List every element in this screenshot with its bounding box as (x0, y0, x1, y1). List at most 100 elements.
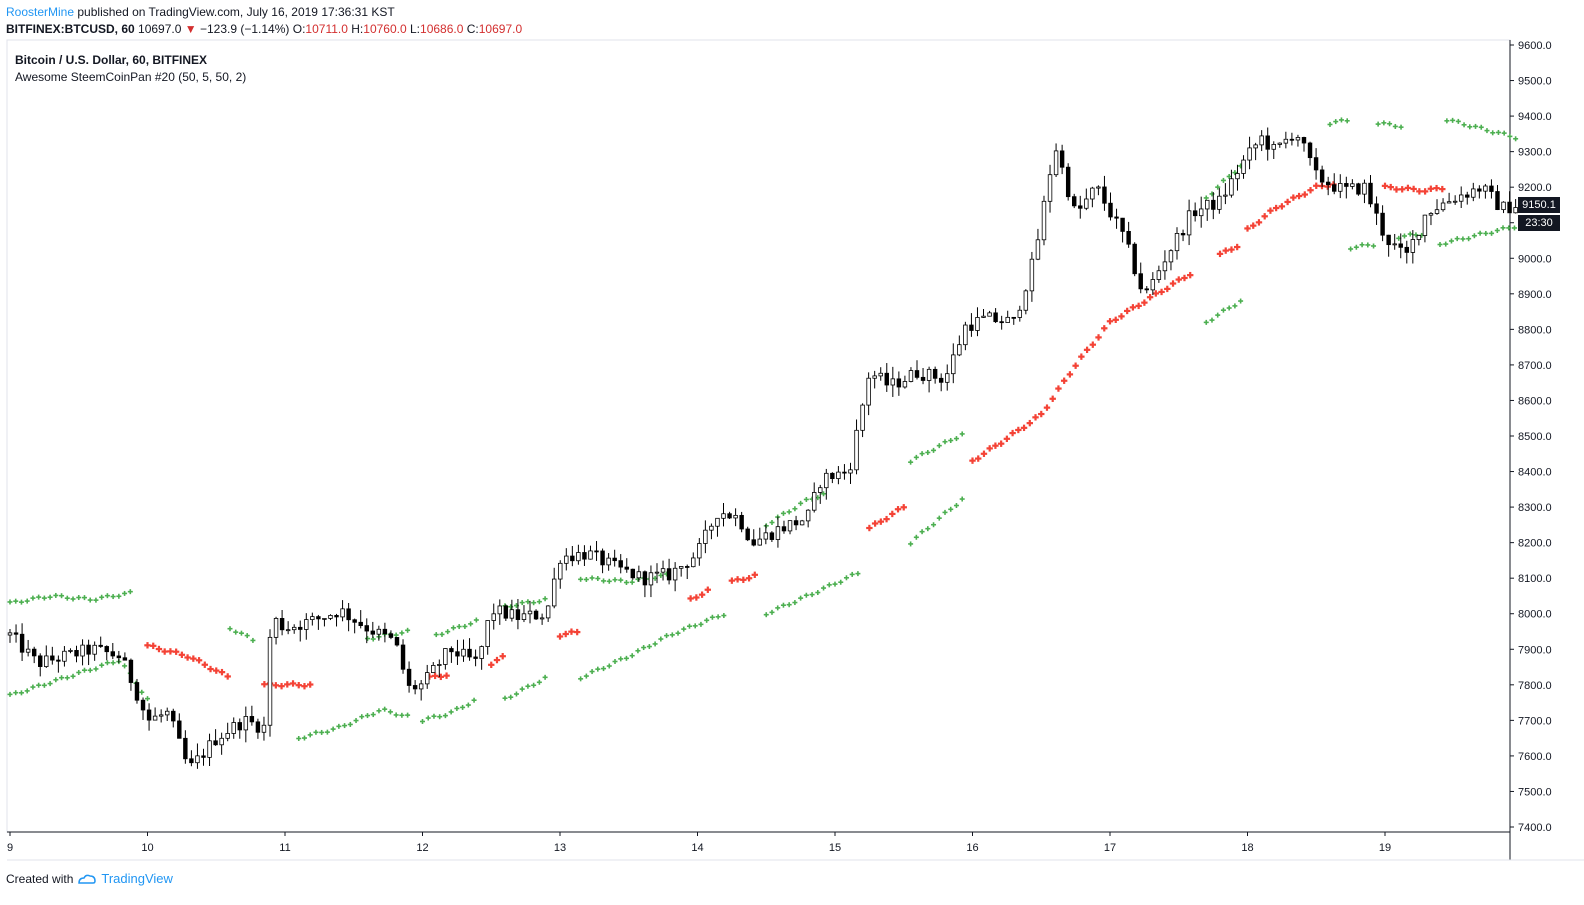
candle (467, 638, 472, 661)
indicator-cross-red (1267, 207, 1274, 214)
indicator-cross-red (1118, 313, 1125, 320)
indicator-cross-green (692, 623, 698, 629)
candle (509, 599, 515, 622)
candle (914, 360, 920, 380)
indicator-cross-green (913, 534, 919, 540)
candle (86, 639, 91, 666)
candle (938, 373, 944, 392)
candle (1035, 228, 1041, 261)
indicator-cross-green (792, 506, 798, 512)
indicator-cross-green (53, 677, 59, 683)
indicator-cross-green (387, 709, 393, 715)
candle (727, 511, 732, 520)
indicator-cross-green (405, 712, 411, 718)
candle (1283, 131, 1289, 149)
indicator-cross-red (1278, 203, 1286, 210)
candle (987, 310, 992, 317)
candle (799, 519, 805, 526)
indicator-cross-red (1228, 246, 1235, 253)
indicator-cross-red (488, 661, 495, 669)
author-link[interactable]: RoosterMine (6, 5, 75, 19)
indicator-cross-green (1215, 312, 1221, 318)
candle (437, 659, 442, 678)
candle (273, 616, 279, 645)
indicator-cross-red (889, 510, 896, 518)
indicator-cross-red (1123, 307, 1131, 315)
indicator-cross-red (1026, 419, 1033, 427)
indicator-cross-green (382, 706, 388, 712)
candle (243, 706, 249, 743)
candle (225, 722, 230, 742)
indicator-cross-green (445, 629, 451, 635)
candle (709, 523, 714, 540)
indicator-cross-red (1083, 346, 1091, 354)
candle (473, 649, 478, 667)
indicator-cross-red (1003, 435, 1011, 443)
indicator-cross-green (675, 630, 681, 636)
indicator-cross-red (986, 445, 993, 452)
indicator-cross-red (740, 576, 747, 584)
indicator-cross-green (1494, 227, 1500, 233)
indicator-cross-green (658, 572, 664, 578)
indicator-cross-green (1387, 121, 1393, 127)
indicator-cross-red (883, 515, 890, 523)
indicator-cross-red (1387, 183, 1394, 191)
indicator-cross-green (936, 443, 942, 449)
candle (1489, 179, 1494, 199)
indicator-cross-green (53, 592, 59, 598)
indicator-cross-green (1333, 119, 1339, 125)
candle (654, 563, 660, 584)
candle (1471, 182, 1476, 202)
tradingview-logo[interactable]: TradingView (101, 871, 173, 886)
candle (1180, 229, 1186, 242)
indicator-cross-green (531, 600, 537, 606)
candle (745, 526, 750, 542)
indicator-cross-green (606, 663, 612, 669)
tradingview-cloud-icon (78, 874, 97, 884)
y-tick-label: 8000.0 (1518, 609, 1552, 621)
candle (25, 639, 31, 657)
indicator-cross-red (150, 642, 157, 650)
indicator-cross-green (1220, 177, 1226, 183)
indicator-cross-green (319, 729, 325, 735)
indicator-cross-red (1250, 222, 1257, 229)
close-value: 10697.0 (478, 22, 523, 36)
indicator-cross-green (81, 595, 87, 601)
indicator-cross-green (376, 708, 382, 714)
indicator-cross-green (13, 690, 19, 696)
indicator-cross-green (536, 679, 542, 685)
high-label: H: (351, 22, 364, 36)
candle (171, 708, 176, 728)
candle (1483, 183, 1488, 199)
indicator-cross-green (1448, 238, 1454, 244)
indicator-cross-green (908, 459, 914, 465)
indicator-cross-green (1495, 129, 1501, 135)
indicator-cross-red (1043, 404, 1051, 411)
candle (757, 527, 763, 546)
candle (1434, 199, 1440, 215)
indicator-cross-green (919, 529, 925, 535)
candle (68, 648, 73, 654)
candle (1392, 233, 1397, 250)
close-label: C: (466, 22, 479, 36)
candle (352, 618, 357, 634)
indicator-cross-green (1471, 233, 1477, 239)
indicator-cross-green (583, 673, 589, 679)
indicator-cross-green (442, 713, 448, 719)
indicator-cross-green (336, 723, 342, 729)
indicator-cross-green (450, 625, 456, 631)
indicator-cross-red (1404, 184, 1412, 192)
candle (1168, 249, 1174, 271)
x-tick-label: 10 (141, 842, 153, 854)
indicator-cross-green (41, 682, 47, 688)
change-value: −123.9 (−1.14%) (200, 22, 290, 36)
indicator-cross-red (1141, 299, 1148, 306)
candle (152, 707, 158, 721)
candle (908, 367, 914, 383)
indicator-cross-red (1398, 186, 1406, 193)
candle (291, 624, 297, 634)
indicator-cross-green (1484, 128, 1490, 134)
low-label: L: (410, 22, 421, 36)
indicator-cross-green (238, 630, 244, 636)
